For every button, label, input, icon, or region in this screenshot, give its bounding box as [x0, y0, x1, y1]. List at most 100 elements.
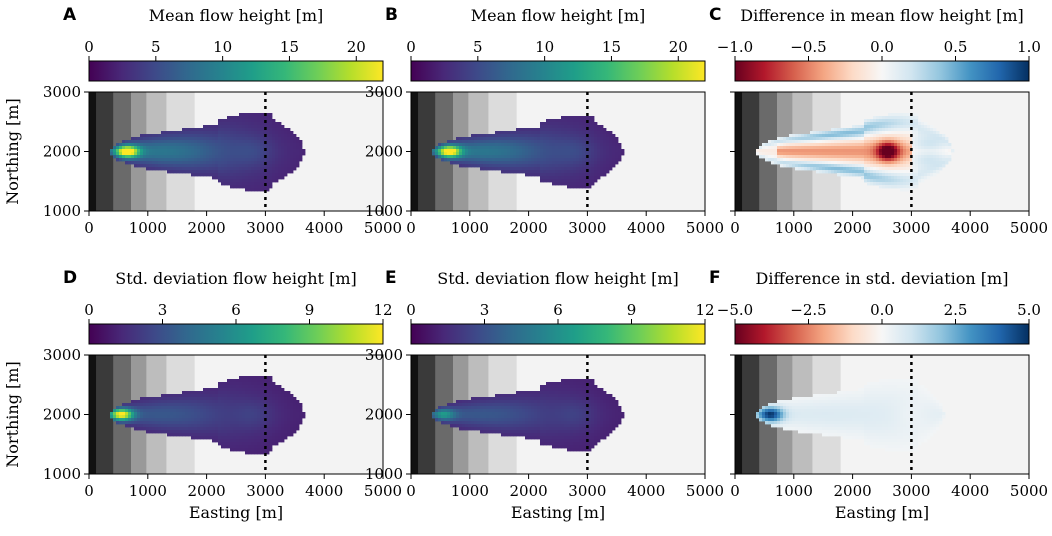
heatmap-cell [170, 155, 174, 159]
heatmap-cell [248, 427, 252, 431]
heatmap-cell [858, 167, 862, 171]
heatmap-cell [432, 412, 436, 416]
heatmap-cell [561, 179, 565, 183]
heatmap-cell [870, 128, 874, 132]
heatmap-cell [567, 182, 571, 186]
heatmap-cell [939, 167, 943, 171]
heatmap-cell [438, 418, 442, 422]
heatmap-cell [224, 173, 228, 177]
heatmap-cell [579, 137, 583, 141]
heatmap-cell [257, 421, 261, 425]
heatmap-cell [846, 140, 850, 144]
heatmap-cell [891, 167, 895, 171]
heatmap-cell [879, 140, 883, 144]
heatmap-cell [492, 409, 496, 413]
heatmap-cell [459, 143, 463, 147]
heatmap-cell [909, 158, 913, 162]
heatmap-cell [774, 158, 778, 162]
heatmap-cell [257, 119, 261, 123]
heatmap-cell [477, 152, 481, 156]
heatmap-cell [894, 155, 898, 159]
heatmap-cell [789, 149, 793, 153]
heatmap-cell [227, 122, 231, 126]
heatmap-cell [810, 161, 814, 165]
heatmap-cell [906, 113, 910, 117]
heatmap-cell [275, 179, 279, 183]
heatmap-cell [582, 152, 586, 156]
heatmap-cell [933, 161, 937, 165]
heatmap-cell [540, 385, 544, 389]
heatmap-cell [149, 418, 153, 422]
heatmap-cell [212, 155, 216, 159]
heatmap-cell [257, 391, 261, 395]
heatmap-cell [579, 161, 583, 165]
heatmap-cell [245, 131, 249, 135]
heatmap-cell [459, 418, 463, 422]
heatmap-cell [594, 164, 598, 168]
heatmap-cell [155, 418, 159, 422]
plot-area [411, 355, 705, 474]
heatmap-cell [780, 152, 784, 156]
heatmap-cell [224, 442, 228, 446]
heatmap-cell [495, 134, 499, 138]
heatmap-cell [786, 149, 790, 153]
heatmap-cell [254, 173, 258, 177]
heatmap-cell [531, 152, 535, 156]
heatmap-cell [855, 125, 859, 129]
heatmap-cell [152, 409, 156, 413]
heatmap-cell [864, 149, 868, 153]
heatmap-cell [245, 382, 249, 386]
heatmap-cell [921, 149, 925, 153]
heatmap-cell [888, 128, 892, 132]
panel-letter: A [63, 5, 77, 25]
heatmap-cell [549, 415, 553, 419]
heatmap-cell [182, 134, 186, 138]
heatmap-cell [480, 146, 484, 150]
heatmap-cell [116, 415, 120, 419]
heatmap-cell [594, 143, 598, 147]
heatmap-cell [224, 152, 228, 156]
heatmap-cell [275, 430, 279, 434]
heatmap-cell [942, 155, 946, 159]
heatmap-cell [519, 403, 523, 407]
heatmap-cell [564, 149, 568, 153]
heatmap-cell [197, 397, 201, 401]
heatmap-cell [134, 421, 138, 425]
heatmap-cell [828, 161, 832, 165]
heatmap-cell [248, 119, 252, 123]
heatmap-cell [119, 149, 123, 153]
heatmap-cell [275, 421, 279, 425]
heatmap-cell [272, 176, 276, 180]
heatmap-cell [564, 439, 568, 443]
heatmap-cell [459, 406, 463, 410]
heatmap-cell [552, 385, 556, 389]
plot-area [411, 92, 705, 211]
heatmap-cell [206, 421, 210, 425]
heatmap-cell [170, 161, 174, 165]
heatmap-cell [570, 445, 574, 449]
heatmap-cell [239, 418, 243, 422]
heatmap-cell [522, 128, 526, 132]
heatmap-cell [867, 167, 871, 171]
heatmap-cell [837, 143, 841, 147]
heatmap-cell [212, 137, 216, 141]
heatmap-cell [468, 158, 472, 162]
heatmap-cell [242, 116, 246, 120]
heatmap-cell [795, 152, 799, 156]
heatmap-cell [510, 140, 514, 144]
heatmap-cell [269, 439, 273, 443]
heatmap-cell [134, 143, 138, 147]
heatmap-cell [149, 158, 153, 162]
heatmap-cell [555, 143, 559, 147]
heatmap-cell [591, 152, 595, 156]
heatmap-cell [275, 427, 279, 431]
heatmap-cell [891, 146, 895, 150]
heatmap-cell [293, 424, 297, 428]
heatmap-cell [137, 158, 141, 162]
heatmap-cell [447, 415, 451, 419]
heatmap-cell [278, 406, 282, 410]
heatmap-cell [146, 409, 150, 413]
heatmap-cell [561, 173, 565, 177]
heatmap-cell [161, 161, 165, 165]
heatmap-cell [879, 122, 883, 126]
